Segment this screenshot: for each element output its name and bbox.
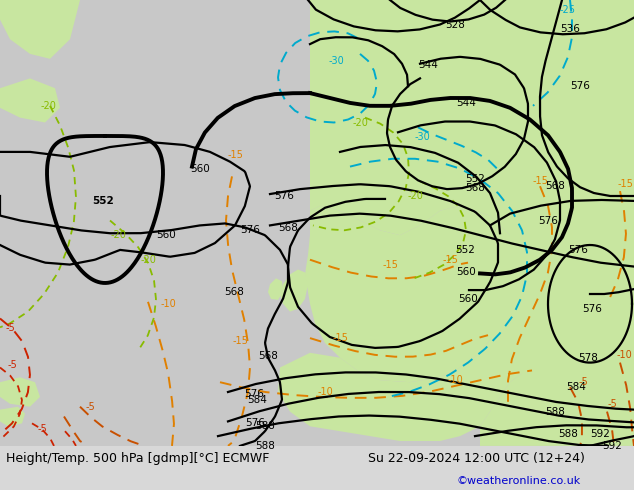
Text: 576: 576 [538, 216, 558, 225]
Text: -20: -20 [110, 230, 126, 240]
Text: -5: -5 [578, 377, 588, 387]
Polygon shape [305, 206, 520, 382]
Text: 576: 576 [582, 304, 602, 314]
Text: -20: -20 [140, 255, 156, 265]
Polygon shape [310, 0, 440, 211]
Polygon shape [0, 78, 60, 122]
Text: -15: -15 [382, 260, 398, 270]
Text: 536: 536 [560, 24, 580, 34]
Polygon shape [0, 377, 40, 407]
Text: 560: 560 [458, 294, 478, 304]
Text: 576: 576 [244, 389, 264, 399]
Text: -5: -5 [85, 402, 95, 412]
Text: 568: 568 [224, 287, 244, 297]
Text: 588: 588 [558, 429, 578, 439]
Polygon shape [310, 0, 634, 446]
Text: 576: 576 [245, 418, 265, 428]
Text: Su 22-09-2024 12:00 UTC (12+24): Su 22-09-2024 12:00 UTC (12+24) [368, 452, 585, 465]
Text: 578: 578 [578, 353, 598, 363]
Text: 552: 552 [92, 196, 114, 206]
Text: -5: -5 [607, 399, 617, 409]
Text: -25: -25 [560, 5, 576, 15]
Text: 560: 560 [156, 230, 176, 240]
Text: 576: 576 [240, 225, 260, 235]
Polygon shape [0, 407, 25, 426]
Text: -10: -10 [447, 375, 463, 385]
Text: -20: -20 [352, 118, 368, 127]
Text: 544: 544 [456, 98, 476, 108]
Text: -15: -15 [227, 150, 243, 160]
Text: 588: 588 [255, 421, 275, 431]
Text: -15: -15 [332, 333, 348, 343]
Text: -20: -20 [407, 191, 423, 201]
Text: -20: -20 [40, 101, 56, 111]
Text: 588: 588 [255, 441, 275, 451]
Text: 560: 560 [456, 268, 476, 277]
Text: 592: 592 [602, 441, 622, 451]
Text: -5: -5 [37, 424, 47, 434]
Polygon shape [0, 0, 80, 59]
Text: 568: 568 [545, 181, 565, 191]
Polygon shape [480, 260, 634, 446]
Text: -10: -10 [160, 299, 176, 309]
Text: -30: -30 [328, 56, 344, 66]
Text: 568: 568 [258, 351, 278, 361]
Text: ©weatheronline.co.uk: ©weatheronline.co.uk [456, 476, 581, 486]
Text: 588: 588 [545, 407, 565, 416]
Text: 552: 552 [465, 174, 485, 184]
Text: -15: -15 [617, 179, 633, 189]
Text: 576: 576 [274, 191, 294, 201]
Text: 552: 552 [455, 245, 475, 255]
Text: Height/Temp. 500 hPa [gdmp][°C] ECMWF: Height/Temp. 500 hPa [gdmp][°C] ECMWF [6, 452, 269, 465]
Text: 584: 584 [566, 382, 586, 392]
Text: -10: -10 [317, 387, 333, 397]
Text: -10: -10 [616, 350, 632, 360]
Text: 544: 544 [418, 60, 438, 70]
Text: -15: -15 [532, 176, 548, 186]
Polygon shape [278, 284, 545, 441]
Text: -5: -5 [5, 323, 15, 333]
Text: 576: 576 [568, 245, 588, 255]
Text: 528: 528 [445, 20, 465, 29]
Text: 568: 568 [278, 223, 298, 233]
Text: -5: -5 [7, 360, 17, 369]
Text: 584: 584 [247, 395, 267, 405]
Text: -15: -15 [232, 336, 248, 346]
Text: -15: -15 [442, 255, 458, 265]
Text: 568: 568 [465, 183, 485, 193]
Text: 560: 560 [190, 164, 210, 173]
Text: 576: 576 [570, 81, 590, 91]
Text: -30: -30 [414, 132, 430, 142]
Polygon shape [268, 278, 283, 300]
Polygon shape [280, 270, 308, 312]
Text: 592: 592 [590, 429, 610, 439]
